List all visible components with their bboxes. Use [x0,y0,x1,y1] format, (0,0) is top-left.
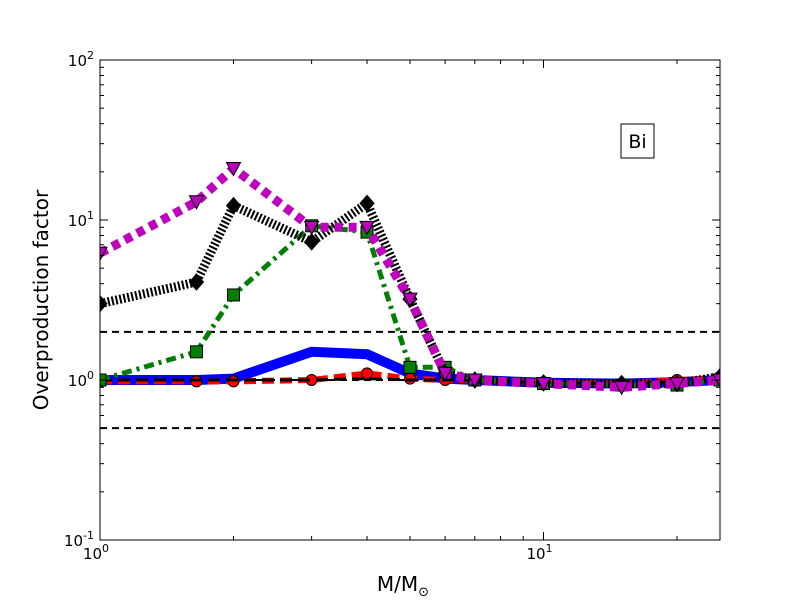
y-tick-label-2: 101 [68,209,94,230]
series-4-point-1 [188,273,205,291]
y-tick-label-exp-3: 2 [87,49,94,62]
x-axis-label: M/M⊙ [377,572,429,600]
y-tick-label-1: 100 [68,369,94,390]
series-3-point-2 [227,288,241,302]
series-5-point-3 [303,220,320,236]
series-5-point-7 [466,373,483,389]
annotation-text: Bi [628,131,646,153]
series-5-point-5 [402,292,418,308]
series-5-point-10 [669,377,685,392]
x-tick-label-1: 101 [526,542,552,563]
series-5-point-4 [359,220,375,236]
y-tick-label-0: 10-1 [64,529,94,550]
series-5-point-2 [225,161,242,177]
series-5-line [100,162,720,392]
series-3-point-1 [189,345,203,359]
x-tick-label-exp-0: 0 [102,542,109,555]
y-tick-label-base-0: 10 [64,532,83,550]
series-4-line [100,196,720,389]
series-5-point-1 [188,195,205,210]
series-4-point-2 [225,196,242,215]
series-3-point-5 [403,360,417,374]
series-5-point-8 [535,377,552,392]
y-tick-label-base-1: 10 [68,372,87,390]
series-5-point-6 [437,366,453,382]
x-tick-label-exp-1: 1 [546,542,553,555]
x-tick-label-0: 100 [83,542,109,563]
y-tick-label-exp-0: -1 [83,529,94,542]
series-5-point-0 [100,246,108,262]
y-tick-label-exp-1: 0 [87,369,94,382]
annotation-box: Bi [620,123,655,159]
series-4-point-3 [303,233,320,251]
x-axis-label-subscript: ⊙ [418,585,429,600]
y-tick-label-base-3: 10 [68,52,87,70]
series-layer [100,161,720,396]
y-axis-label: Overproduction factor [29,189,53,410]
series-5-point-9 [613,380,630,396]
y-tick-label-exp-2: 1 [87,209,94,222]
series-1-point-4 [361,367,374,380]
y-tick-label-base-2: 10 [68,212,87,230]
series-4-point-4 [359,194,375,213]
y-tick-label-3: 102 [68,49,94,70]
series-5 [100,161,720,396]
